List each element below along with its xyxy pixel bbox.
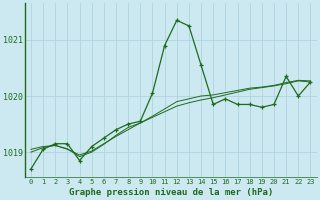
X-axis label: Graphe pression niveau de la mer (hPa): Graphe pression niveau de la mer (hPa) — [68, 188, 273, 197]
